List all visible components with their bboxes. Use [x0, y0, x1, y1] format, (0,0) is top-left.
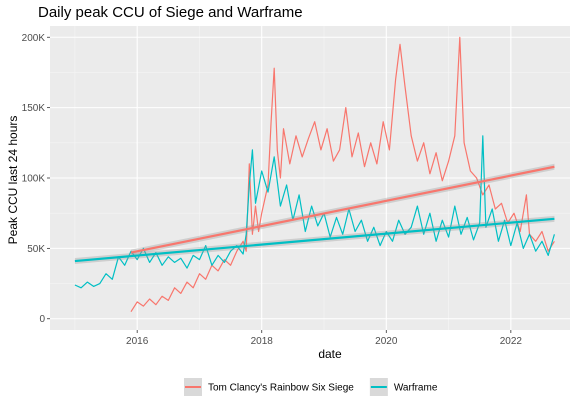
x-tick-label: 2022	[500, 336, 523, 347]
y-axis-title: Peak CCU last 24 hours	[6, 116, 20, 245]
x-tick-label: 2016	[126, 336, 149, 347]
chart-title: Daily peak CCU of Siege and Warframe	[38, 4, 303, 21]
series-line-siege	[130, 36, 555, 313]
trend-line-siege	[130, 165, 555, 254]
y-tick-label: 0	[39, 314, 45, 325]
y-axis: 0 50K 100K 150K 200K	[22, 33, 50, 325]
series-line-warframe	[74, 135, 555, 289]
x-tick-label: 2020	[375, 336, 398, 347]
x-axis-title: date	[318, 347, 342, 361]
grid-major	[50, 26, 570, 330]
y-tick-label: 200K	[22, 33, 46, 44]
x-axis: 2016 2018 2020 2022	[126, 330, 522, 347]
legend-label-siege: Tom Clancy's Rainbow Six Siege	[208, 383, 354, 394]
y-tick-label: 100K	[22, 174, 46, 185]
legend: Tom Clancy's Rainbow Six Siege Warframe	[184, 378, 438, 396]
y-tick-label: 150K	[22, 103, 46, 114]
x-tick-label: 2018	[251, 336, 274, 347]
y-tick-label: 50K	[27, 244, 45, 255]
trend-line-warframe	[74, 217, 555, 263]
series-layer	[74, 36, 555, 313]
legend-label-warframe: Warframe	[394, 383, 438, 394]
